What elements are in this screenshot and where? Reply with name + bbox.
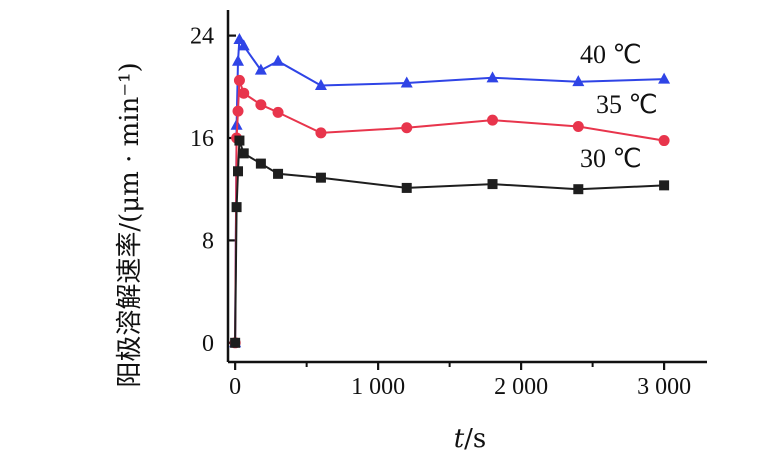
series-layer [229,32,671,349]
y-tick-label: 0 [202,331,214,357]
data-point [232,105,244,117]
data-point [272,54,285,66]
x-axis-title-unit: /s [464,424,486,453]
y-tick-label: 16 [190,126,214,152]
x-tick-label: 1 000 [351,374,405,400]
data-point [659,180,670,191]
x-axis-title-var: t [454,424,465,453]
series-label: 40 ℃ [580,40,642,69]
data-point [255,158,266,169]
data-point [232,54,245,66]
data-point [230,337,241,348]
x-tick-label: 3 000 [637,374,691,400]
data-point [487,114,499,126]
y-tick-label: 24 [190,24,214,50]
series-group [229,74,670,349]
labels-layer: 40 ℃ 35 ℃ 30 ℃ [580,40,658,173]
data-point [572,75,585,87]
data-point [234,135,245,146]
data-point [315,127,327,139]
x-tick-label: 2 000 [494,374,548,400]
x-tick-label: 0 [229,374,241,400]
data-point [238,148,249,159]
data-point [486,71,499,83]
data-point [401,182,412,193]
data-point [273,168,284,179]
data-point [272,106,284,118]
axes: 0 8 16 24 0 1 000 2 000 3 000 [190,10,707,400]
data-point [401,122,413,134]
data-point [315,172,326,183]
x-axis-title: t/s [454,424,487,453]
series-group [230,135,670,348]
data-point [233,32,246,44]
series-line [234,36,665,343]
series-line [234,80,665,343]
series-label: 30 ℃ [580,144,642,173]
data-point [255,99,267,111]
data-point [658,72,671,84]
data-point [238,87,250,99]
data-point [231,202,242,213]
data-point [233,74,245,86]
series-label: 35 ℃ [596,90,658,119]
y-tick-label: 8 [202,228,214,254]
data-point [487,179,498,190]
data-point [573,184,584,195]
series-group [229,32,671,348]
series-line [234,140,665,343]
data-point [658,135,670,147]
data-point [572,120,584,132]
data-point [254,63,267,75]
y-axis-title: 阳极溶解速率/(μm · min⁻¹) [115,62,145,387]
data-point [233,166,244,177]
data-point [400,76,413,88]
data-point [314,79,327,91]
data-point [237,39,250,51]
